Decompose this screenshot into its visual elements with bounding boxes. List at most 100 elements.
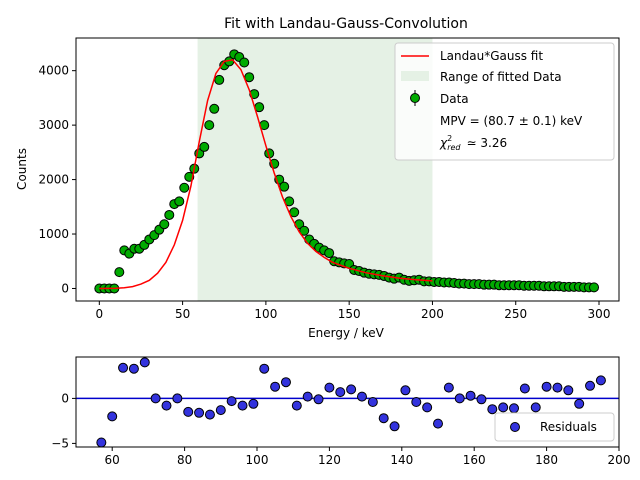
residual-point — [443, 382, 454, 393]
residual-point — [161, 400, 172, 411]
main-y-ticks: 0 1000 2000 3000 4000 — [38, 64, 76, 295]
data-point — [214, 74, 225, 85]
legend-data-marker — [410, 93, 420, 103]
y-tick-label: 2000 — [38, 173, 69, 187]
y-tick-label: 3000 — [38, 118, 69, 132]
residual-point — [367, 397, 378, 407]
residual-point — [280, 377, 291, 388]
residual-x-tick-label: 180 — [535, 453, 558, 467]
residual-legend: Residuals — [494, 412, 615, 442]
main-legend: Landau*Gauss fit Range of fitted Data Da… — [394, 42, 615, 161]
main-x-ticks: 0 50 100 150 200 250 300 — [95, 301, 610, 321]
residual-y-ticks: −5 0 — [51, 391, 76, 450]
data-point — [199, 141, 210, 152]
x-tick-label: 250 — [504, 307, 527, 321]
data-point — [179, 182, 190, 193]
legend-range-swatch — [401, 71, 429, 81]
residual-x-tick-label: 120 — [318, 453, 341, 467]
residual-point — [259, 363, 270, 374]
residual-point — [487, 404, 498, 415]
residual-point — [324, 382, 335, 393]
data-point — [239, 57, 250, 68]
y-axis-label: Counts — [15, 148, 29, 190]
residual-point — [107, 411, 118, 422]
residual-point — [226, 396, 237, 407]
residual-chart: 60 80 100 120 140 160 180 200 −5 0 Residuals — [51, 356, 631, 467]
x-tick-label: 100 — [254, 307, 277, 321]
residual-point — [476, 394, 487, 405]
residual-point — [270, 381, 281, 392]
chi-value: ≃ 3.26 — [467, 136, 508, 150]
data-point — [114, 267, 125, 278]
residual-points — [96, 357, 606, 448]
residual-point — [563, 385, 574, 396]
residual-point — [291, 400, 302, 411]
y-tick-label: 4000 — [38, 64, 69, 78]
data-point — [299, 225, 310, 236]
residual-point — [595, 375, 606, 386]
chart-title: Fit with Landau-Gauss-Convolution — [224, 16, 468, 32]
residual-point — [400, 385, 411, 396]
legend-frame — [394, 42, 615, 161]
legend-chi2-annotation: χ2 red ≃ 3.26 — [439, 134, 507, 152]
residual-point — [150, 393, 161, 404]
legend-range-label: Range of fitted Data — [440, 70, 562, 84]
residual-point — [552, 382, 563, 393]
data-point — [324, 248, 335, 259]
residual-x-ticks: 60 80 100 120 140 160 180 200 — [105, 447, 631, 467]
data-point — [159, 219, 170, 230]
residual-x-tick-label: 200 — [608, 453, 631, 467]
residual-legend-frame — [494, 412, 615, 442]
data-point — [174, 196, 185, 207]
residual-point — [411, 397, 422, 407]
y-tick-label: 1000 — [38, 227, 69, 241]
data-point — [279, 181, 290, 192]
legend-mpv-annotation: MPV = (80.7 ± 0.1) keV — [440, 114, 583, 128]
data-point — [164, 209, 175, 220]
residual-point — [574, 398, 585, 409]
residual-point — [378, 413, 389, 424]
residual-x-tick-label: 80 — [177, 453, 192, 467]
residual-point — [183, 406, 194, 417]
residual-y-tick-label: 0 — [61, 391, 69, 405]
x-tick-label: 200 — [421, 307, 444, 321]
residual-x-tick-label: 100 — [246, 453, 269, 467]
residual-point — [530, 402, 541, 413]
legend-data-label: Data — [440, 92, 469, 106]
residual-point — [172, 393, 183, 404]
residual-point — [204, 409, 215, 420]
residual-y-tick-label: −5 — [51, 436, 69, 450]
residual-point — [389, 421, 400, 432]
residual-point — [498, 402, 509, 413]
x-tick-label: 50 — [175, 307, 190, 321]
x-tick-label: 150 — [338, 307, 361, 321]
legend-fit-label: Landau*Gauss fit — [440, 49, 543, 63]
residual-point — [433, 418, 443, 429]
residual-point — [96, 437, 107, 448]
residual-point — [509, 403, 520, 414]
x-axis-label: Energy / keV — [308, 326, 385, 340]
residual-point — [248, 398, 259, 409]
residual-legend-marker — [510, 422, 520, 432]
x-tick-label: 300 — [588, 307, 611, 321]
residual-axes-frame — [75, 356, 620, 448]
chi-symbol: χ — [439, 136, 448, 150]
chi-subscript: red — [447, 143, 461, 152]
residual-point — [139, 357, 150, 368]
data-point — [589, 282, 600, 293]
residual-point — [465, 390, 476, 401]
residual-point — [313, 394, 324, 405]
fit-range-band — [197, 38, 433, 301]
residual-point — [585, 380, 596, 391]
residual-point — [422, 402, 433, 413]
fit-line — [99, 58, 433, 290]
residual-point — [215, 405, 226, 416]
residual-point — [356, 391, 367, 402]
main-chart: Fit with Landau-Gauss-Convolution 0 50 100… — [15, 16, 620, 340]
residual-point — [302, 391, 313, 402]
y-tick-label: 0 — [61, 281, 69, 295]
residual-x-tick-label: 160 — [463, 453, 486, 467]
residual-x-tick-label: 60 — [105, 453, 120, 467]
data-point — [209, 103, 220, 114]
